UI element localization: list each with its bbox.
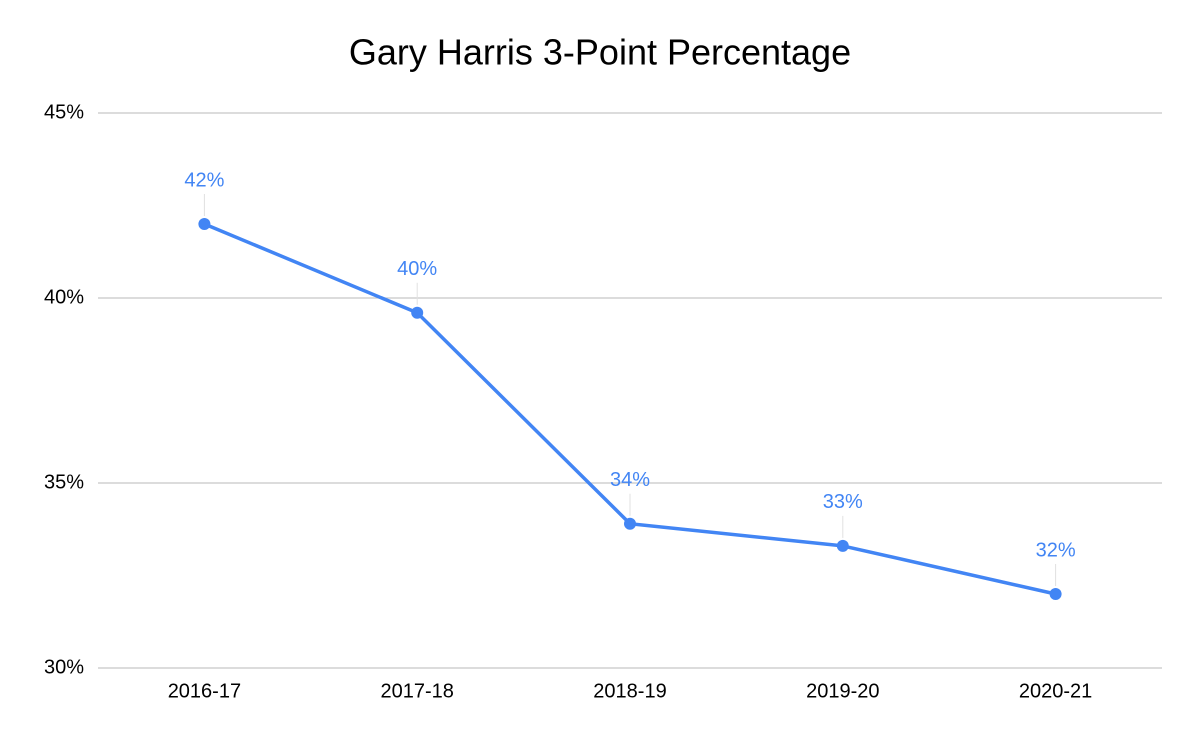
x-tick-label: 2016-17 xyxy=(168,680,241,702)
data-label: 33% xyxy=(823,491,863,513)
x-tick-label: 2017-18 xyxy=(380,680,453,702)
y-tick-label: 30% xyxy=(44,656,84,678)
x-tick-label: 2018-19 xyxy=(593,680,666,702)
x-tick-label: 2020-21 xyxy=(1019,680,1092,702)
point xyxy=(198,218,211,230)
point xyxy=(411,306,424,319)
point xyxy=(1049,588,1062,600)
y-tick-label: 40% xyxy=(44,286,84,308)
y-tick-label: 35% xyxy=(44,471,84,493)
y-tick-label: 45% xyxy=(44,101,84,123)
point xyxy=(836,539,849,552)
chart-title: Gary Harris 3-Point Percentage xyxy=(349,32,851,73)
x-tick-label: 2019-20 xyxy=(806,680,879,702)
data-label: 40% xyxy=(397,258,437,280)
point xyxy=(624,517,636,530)
line xyxy=(203,222,1056,596)
data-label: 42% xyxy=(184,169,224,191)
data-label: 32% xyxy=(1036,539,1076,561)
data-label: 34% xyxy=(610,469,650,491)
